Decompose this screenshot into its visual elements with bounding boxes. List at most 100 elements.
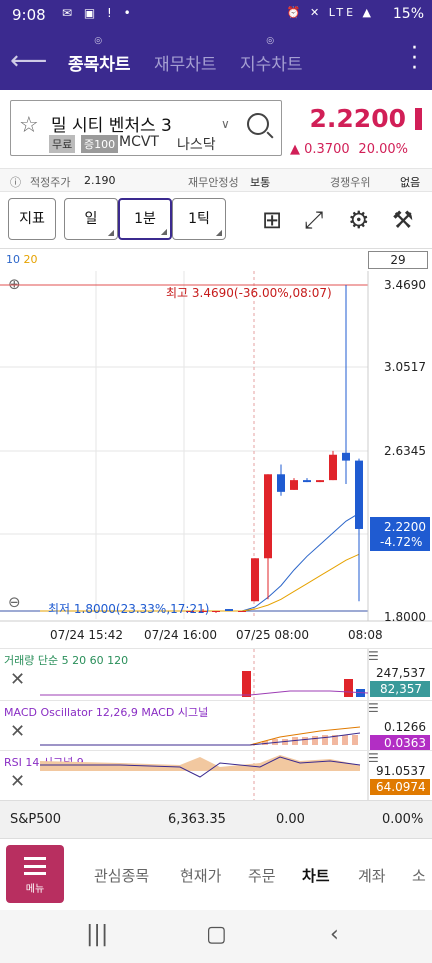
price-change-pct: 20.00% <box>358 142 408 157</box>
rsi-panel[interactable]: RSI 14 시그널 9 ✕ ☰ 91.0537 64.0974 <box>0 750 432 801</box>
candles <box>186 285 363 613</box>
candle-body <box>264 474 272 559</box>
hamburger-icon <box>24 857 46 875</box>
stability-label: 재무안정성 <box>188 176 239 189</box>
system-back-icon[interactable]: ‹ <box>330 922 339 947</box>
zoom-in-icon[interactable]: ⊕ <box>8 275 21 293</box>
status-bar: 9:08 ✉ ▣ ! • ⏰ ✕ LTE ▲ 15% <box>0 0 432 32</box>
indicator-button[interactable]: 지표 <box>8 198 56 240</box>
candle-body <box>212 611 220 612</box>
stock-selector[interactable]: ☆ 밀 시티 벤처스 3 ∨ 무료 증100 MCVT 나스닥 <box>10 100 282 156</box>
ma20-legend: 20 <box>23 253 38 266</box>
candle-body <box>277 474 285 492</box>
tools-icon[interactable]: ⚒ <box>392 206 414 234</box>
favorite-star-icon[interactable]: ☆ <box>19 113 39 138</box>
tick-button-label: 1틱 <box>188 211 210 227</box>
zoom-out-icon[interactable]: ⊖ <box>8 593 21 611</box>
x-tick: 07/25 08:00 <box>236 628 309 642</box>
panel-menu-icon[interactable]: ☰ <box>368 701 379 715</box>
fair-price-label: 적정주가 <box>30 176 71 189</box>
x-tick: 07/24 15:42 <box>50 628 123 642</box>
status-time: 9:08 <box>12 6 46 24</box>
rsi-value: 91.0537 <box>376 764 426 778</box>
home-icon[interactable]: ▢ <box>206 922 227 947</box>
y-tick: 1.8000 <box>384 610 426 624</box>
day-button[interactable]: 일 ◢ <box>64 198 118 240</box>
nav-chart[interactable]: 차트 <box>302 867 330 885</box>
macd-panel[interactable]: MACD Oscillator 12,26,9 MACD 시그널 ✕ ☰ 0.1… <box>0 700 432 751</box>
close-icon[interactable]: ✕ <box>10 721 26 742</box>
back-arrow-icon[interactable]: ⟵ <box>10 46 48 76</box>
index-change-pct: 0.00% <box>382 812 424 827</box>
free-badge: 무료 <box>49 135 76 153</box>
candle-body <box>199 611 207 612</box>
recents-icon[interactable]: ||| <box>86 922 109 947</box>
tab-finance-chart[interactable]: 재무차트 <box>154 50 217 75</box>
menu-button[interactable]: 메뉴 <box>6 845 64 903</box>
indicator-button-label: 지표 <box>19 211 45 227</box>
candle-body <box>251 558 259 602</box>
nav-order[interactable]: 주문 <box>248 867 276 885</box>
price-chart-svg: 최고 3.4690(-36.00%,08:07) 최저 1.8000(23.33… <box>0 271 432 642</box>
search-icon[interactable] <box>247 113 269 135</box>
menu-button-label: 메뉴 <box>25 884 45 895</box>
x-tick: 07/24 16:00 <box>144 628 217 642</box>
tick-button[interactable]: 1틱 ◢ <box>172 198 226 240</box>
tab-index-chart-label: 지수차트 <box>240 55 303 75</box>
stock-exchange: 나스닥 <box>177 137 216 153</box>
price-chart[interactable]: 10 20 29 ⊕ ⊖ 최고 3.4690(-36.00%,08:07) 최저… <box>0 248 432 648</box>
y-tick: 2.6345 <box>384 444 426 458</box>
candle-body <box>225 609 233 611</box>
price-bar-icon <box>415 108 422 130</box>
y-tick: 3.0517 <box>384 360 426 374</box>
system-nav-bar: ||| ▢ ‹ <box>0 910 432 963</box>
low-price-label: 최저 1.8000(23.33%,17:21) <box>48 602 209 616</box>
more-options-icon[interactable]: · · · <box>411 36 418 81</box>
tab-index-chart[interactable]: ◎ 지수차트 <box>240 36 303 75</box>
stability-value: 보통 <box>250 176 271 189</box>
candle-count-input[interactable]: 29 <box>368 251 428 269</box>
rsi-tag: 64.0974 <box>376 780 426 794</box>
ma10-legend: 10 <box>6 253 20 266</box>
settings-gear-icon[interactable]: ⚙ <box>348 206 370 234</box>
ma10-line <box>40 512 360 612</box>
nav-more[interactable]: 소 <box>412 867 426 885</box>
layout-grid-icon[interactable]: ⊞ <box>262 206 283 234</box>
y-tick: 3.4690 <box>384 278 426 292</box>
index-ticker-row[interactable]: S&P500 6,363.35 0.00 0.00% <box>0 800 432 838</box>
ma-legend: 10 20 <box>6 253 38 266</box>
close-icon[interactable]: ✕ <box>10 771 26 792</box>
chevron-down-icon[interactable]: ∨ <box>221 117 230 131</box>
candle-body <box>342 452 350 461</box>
fundamental-info-row: ⓘ 적정주가 2.190 재무안정성 보통 경쟁우위 없음 <box>0 168 432 192</box>
panel-menu-icon[interactable]: ☰ <box>368 649 379 663</box>
minute-button[interactable]: 1분 ◢ <box>118 198 172 240</box>
top-nav: ⟵ ◎ 종목차트 재무차트 ◎ 지수차트 · · · <box>0 32 432 90</box>
volume-tag: 82,357 <box>380 682 422 696</box>
rank-label: 경쟁우위 <box>330 176 371 189</box>
macd-label: MACD Oscillator 12,26,9 MACD 시그널 <box>4 706 209 719</box>
panel-menu-icon[interactable]: ☰ <box>368 751 379 765</box>
fair-price-value: 2.190 <box>84 174 116 187</box>
macd-tag-bg <box>370 735 430 751</box>
candle-body <box>238 611 246 612</box>
volume-value: 247,537 <box>376 666 426 680</box>
macd-histogram <box>262 735 358 745</box>
new-badge-icon: ◎ <box>266 36 275 46</box>
nav-quote[interactable]: 현재가 <box>180 867 222 885</box>
tab-stock-chart[interactable]: ◎ 종목차트 <box>68 36 131 75</box>
high-price-label: 최고 3.4690(-36.00%,08:07) <box>166 286 332 300</box>
expand-icon[interactable]: ⤢ <box>304 206 324 234</box>
chart-toolbar: 지표 일 ◢ 1분 ◢ 1틱 ◢ ⊞ ⤢ ⚙ ⚒ <box>0 194 432 246</box>
price-change: ▲ 0.3700 <box>290 142 350 157</box>
stock-name: 밀 시티 벤처스 3 <box>51 116 172 136</box>
volume-panel[interactable]: 거래량 단순 5 20 60 120 ✕ ☰ 247,537 82,357 <box>0 648 432 701</box>
rsi-area <box>40 755 360 771</box>
help-icon[interactable]: ⓘ <box>10 176 21 189</box>
candle-body <box>290 480 298 490</box>
nav-watchlist[interactable]: 관심종목 <box>94 867 150 885</box>
dropdown-corner-icon: ◢ <box>215 228 222 237</box>
volume-bar <box>344 679 353 697</box>
close-icon[interactable]: ✕ <box>10 669 26 690</box>
nav-account[interactable]: 계좌 <box>358 867 386 885</box>
